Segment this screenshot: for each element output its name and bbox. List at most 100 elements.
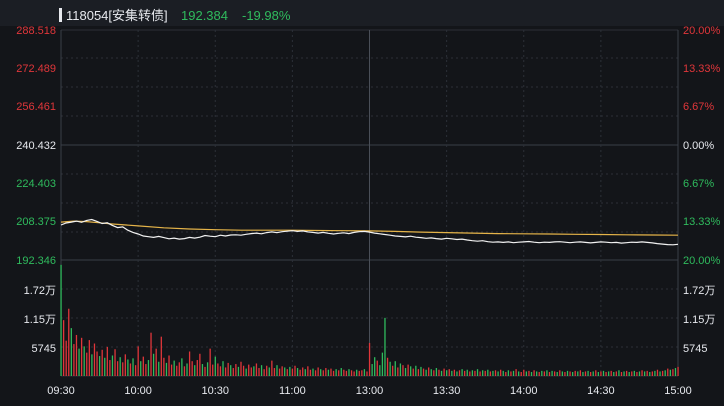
- time-axis-label: 13:30: [433, 385, 461, 397]
- volume-bar: [232, 368, 234, 376]
- volume-bar: [615, 371, 617, 376]
- volume-bar: [672, 369, 674, 376]
- volume-bar: [181, 358, 183, 376]
- volume-bar: [510, 371, 512, 376]
- volume-bar: [176, 365, 178, 376]
- time-axis-label: 11:00: [279, 385, 306, 397]
- volume-bar: [379, 365, 381, 376]
- volume-bar: [273, 368, 276, 376]
- volume-bar: [116, 361, 119, 376]
- volume-bar: [551, 370, 553, 376]
- volume-bar: [140, 361, 142, 376]
- volume-bar: [186, 363, 188, 376]
- volume-bar: [407, 364, 409, 376]
- volume-bar: [595, 370, 597, 376]
- volume-bar: [577, 371, 579, 376]
- volume-bar: [127, 359, 129, 376]
- volume-bar: [86, 352, 88, 376]
- volume-bar: [613, 372, 615, 376]
- average-price-line: [60, 220, 679, 236]
- volume-bar: [160, 336, 162, 376]
- volume-bar: [230, 365, 232, 376]
- volume-bar: [512, 370, 515, 376]
- volume-bar: [633, 370, 635, 376]
- volume-bar: [163, 357, 165, 376]
- security-title[interactable]: 118054[安集转债]: [66, 8, 168, 23]
- volume-bar: [420, 366, 422, 376]
- volume-bar: [80, 337, 83, 376]
- volume-bar: [536, 371, 538, 376]
- volume-bar: [73, 344, 75, 376]
- volume-bar: [165, 362, 168, 376]
- volume-bar: [667, 368, 669, 376]
- header-marker: [59, 8, 62, 22]
- last-price: 192.384: [181, 8, 228, 23]
- volume-bar: [199, 353, 201, 376]
- volume-bar: [384, 317, 386, 376]
- volume-bar: [453, 369, 456, 376]
- volume-bar: [425, 369, 427, 376]
- volume-bar: [656, 369, 659, 376]
- volume-bar: [410, 366, 412, 376]
- volume-bar: [266, 365, 268, 376]
- volume-bar: [363, 369, 366, 376]
- volume-bar: [461, 369, 463, 376]
- volume-bar: [289, 366, 291, 376]
- volume-bar: [78, 348, 80, 376]
- volume-bar: [451, 370, 453, 376]
- volume-axis-label-right: 5745: [683, 343, 707, 355]
- volume-bar: [659, 371, 661, 376]
- volume-bar: [546, 370, 548, 376]
- volume-bar: [381, 352, 384, 376]
- volume-bar: [579, 370, 582, 376]
- volume-bar: [507, 370, 510, 376]
- volume-bar: [114, 349, 116, 376]
- volume-bar: [320, 369, 322, 376]
- volume-bar: [335, 369, 337, 376]
- volume-bar: [638, 371, 641, 376]
- quote-header: 118054[安集转债] 192.384 -19.98%: [0, 0, 724, 26]
- time-axis-label: 14:30: [587, 385, 615, 397]
- volume-bar: [438, 369, 440, 376]
- volume-bar: [569, 371, 571, 376]
- volume-bar: [371, 364, 373, 376]
- volume-bar: [618, 370, 620, 376]
- volume-bar: [631, 371, 633, 376]
- volume-bar: [448, 369, 450, 376]
- volume-bar: [327, 369, 330, 376]
- volume-bar: [654, 370, 656, 376]
- volume-bar: [278, 368, 281, 376]
- volume-bar: [664, 370, 666, 376]
- volume-bar: [338, 370, 340, 376]
- volume-bar: [464, 370, 466, 376]
- volume-bar: [489, 371, 492, 376]
- volume-bar: [479, 371, 481, 376]
- volume-bar: [224, 367, 227, 376]
- volume-bar: [554, 371, 556, 376]
- volume-bar: [502, 370, 504, 376]
- volume-bar: [119, 357, 121, 376]
- volume-bar: [158, 361, 160, 376]
- volume-bar: [487, 369, 489, 376]
- volume-bar: [65, 340, 67, 376]
- volume-bar: [222, 361, 224, 376]
- volume-bar: [469, 371, 471, 376]
- volume-bar: [104, 357, 106, 376]
- volume-bar: [674, 368, 677, 376]
- volume-bar: [404, 368, 407, 376]
- volume-bar: [248, 364, 250, 376]
- volume-bar: [101, 349, 103, 376]
- axis-labels: 288.518 272.489 256.461 240.432 224.403 208.3…: [16, 25, 720, 397]
- volume-bar: [620, 372, 623, 376]
- volume-bar: [677, 366, 679, 376]
- volume-bar: [83, 346, 85, 376]
- volume-bar: [466, 369, 468, 376]
- time-axis-label: 10:00: [124, 385, 152, 397]
- volume-bar: [70, 328, 72, 376]
- time-axis-label: 10:30: [201, 385, 229, 397]
- volume-bar: [651, 371, 653, 376]
- price-axis-label: 224.403: [16, 178, 56, 190]
- volume-bar: [361, 370, 363, 376]
- volume-bar: [520, 372, 522, 376]
